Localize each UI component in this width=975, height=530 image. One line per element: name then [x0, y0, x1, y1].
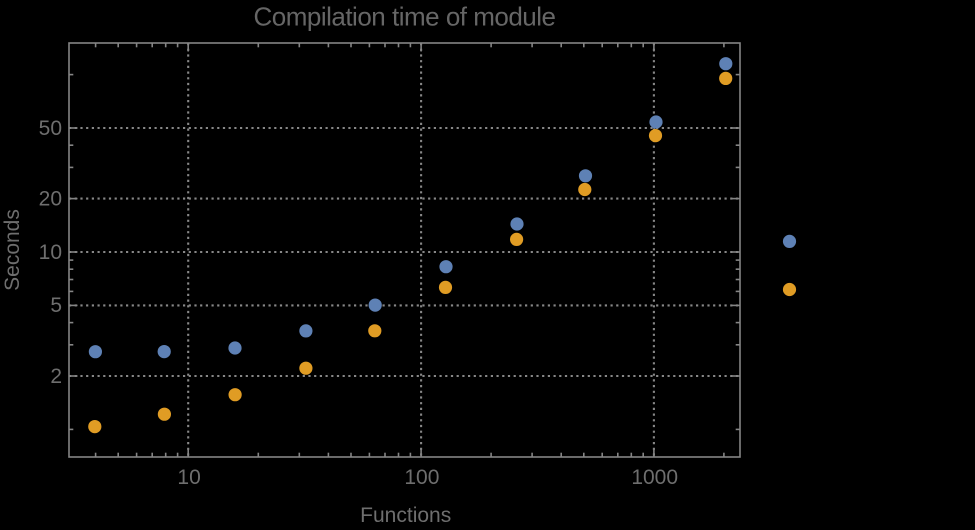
svg-text:1000: 1000 — [631, 466, 678, 489]
svg-text:5: 5 — [50, 294, 62, 317]
svg-text:50: 50 — [39, 117, 62, 140]
svg-text:100: 100 — [404, 466, 439, 489]
svg-text:20: 20 — [39, 187, 62, 210]
svg-text:2: 2 — [50, 365, 62, 388]
svg-text:Functions: Functions — [360, 504, 451, 525]
svg-text:10: 10 — [177, 466, 200, 489]
svg-text:Seconds: Seconds — [1, 209, 24, 291]
svg-text:10: 10 — [39, 241, 62, 264]
svg-text:Compilation time of module: Compilation time of module — [253, 2, 555, 32]
